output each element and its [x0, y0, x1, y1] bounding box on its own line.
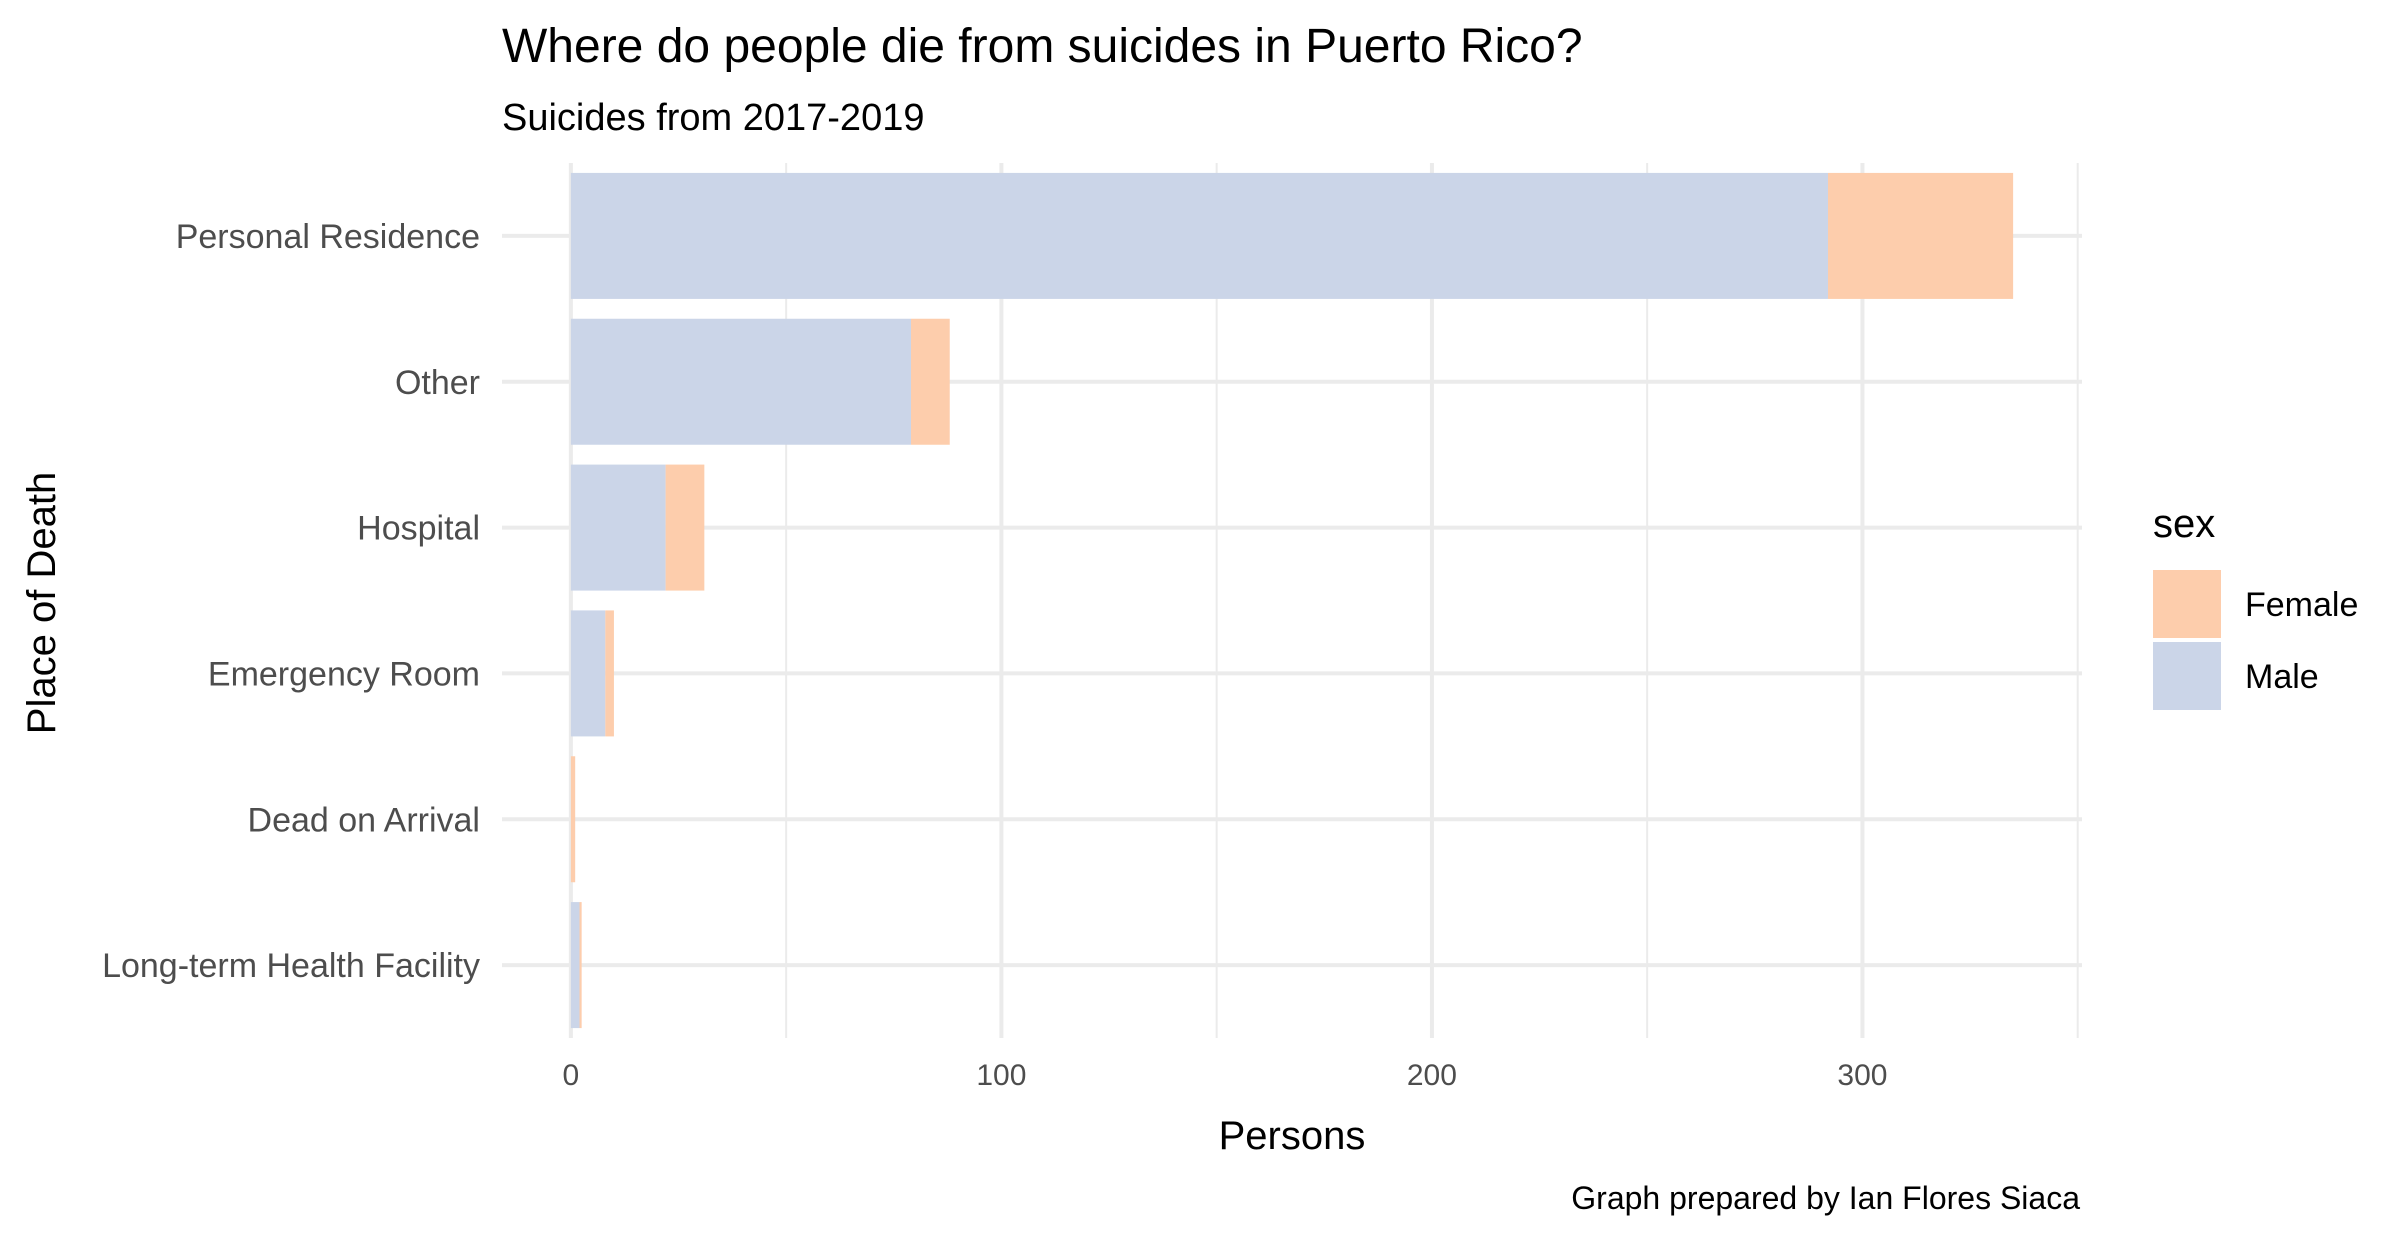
legend-label-male: Male — [2245, 658, 2319, 696]
x-tick-labels: 0 100 200 300 — [563, 1059, 1888, 1092]
grid-minor — [785, 163, 2079, 1038]
bars — [570, 172, 2014, 1029]
bar-female-personal-residence — [1827, 172, 2014, 299]
bar-male-emergency-room — [570, 610, 606, 737]
bar-female-emergency-room — [605, 610, 614, 737]
bar-female-long-term-health-facility — [579, 902, 582, 1029]
bar-female-hospital — [665, 464, 705, 591]
chart-title: Where do people die from suicides in Pue… — [502, 20, 1583, 73]
x-axis-label: Persons — [1219, 1114, 1366, 1158]
bar-male-other — [570, 318, 911, 445]
y-tick-label: Emergency Room — [208, 655, 480, 693]
legend-swatch-female — [2153, 570, 2221, 638]
legend-title: sex — [2153, 502, 2215, 546]
legend-label-female: Female — [2245, 586, 2358, 624]
y-tick-label: Dead on Arrival — [248, 801, 480, 839]
x-tick-label: 100 — [976, 1059, 1026, 1092]
x-tick-label: 300 — [1837, 1059, 1887, 1092]
chart-subtitle: Suicides from 2017-2019 — [502, 97, 924, 139]
legend-swatch-male — [2153, 642, 2221, 710]
y-tick-labels: Personal Residence Other Hospital Emergency… — [102, 218, 480, 985]
bar-male-hospital — [570, 464, 666, 591]
legend: sex Female Male — [2153, 502, 2358, 710]
bar-female-dead-on-arrival — [570, 756, 576, 883]
y-tick-label: Other — [395, 364, 480, 402]
y-tick-label: Hospital — [357, 510, 480, 548]
bar-male-personal-residence — [570, 172, 1828, 299]
y-tick-label: Long-term Health Facility — [102, 947, 480, 985]
x-tick-label: 200 — [1407, 1059, 1457, 1092]
bar-male-long-term-health-facility — [570, 902, 580, 1029]
bar-female-other — [910, 318, 950, 445]
chart-caption: Graph prepared by Ian Flores Siaca — [1571, 1180, 2080, 1216]
y-axis-label: Place of Death — [20, 472, 64, 734]
x-tick-label: 0 — [563, 1059, 580, 1092]
y-tick-label: Personal Residence — [176, 218, 480, 256]
